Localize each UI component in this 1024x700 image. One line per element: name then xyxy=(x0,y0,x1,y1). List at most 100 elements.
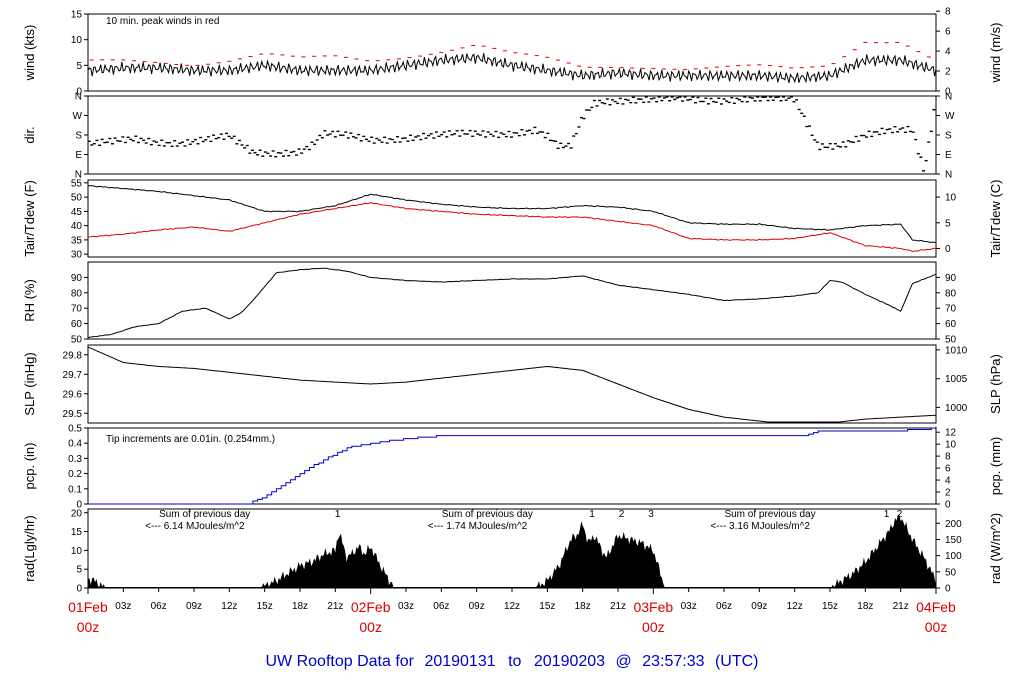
temp-series-line xyxy=(87,185,937,244)
dir-rtick-label: S xyxy=(945,131,952,142)
rad-rtick-label: 200 xyxy=(945,519,962,530)
x-tick-label: 03z xyxy=(115,601,131,612)
x-day-time: 00z xyxy=(925,619,948,635)
x-tick-label: 15z xyxy=(257,601,273,612)
pcp-rtick-label: 2 xyxy=(945,488,951,499)
rad-series-area xyxy=(88,514,936,588)
slp-ytick-label: 29.6 xyxy=(63,389,83,400)
rad-marker: 1 xyxy=(335,509,341,520)
wind-peak-series xyxy=(89,41,931,70)
x-tick-label: 03z xyxy=(398,601,414,612)
rh-rtick-label: 60 xyxy=(945,319,957,330)
dir-rtick-label: N xyxy=(945,170,952,181)
rad-marker: 1 xyxy=(884,509,890,520)
dir-frame xyxy=(87,95,937,175)
x-tick-label: 21z xyxy=(893,601,909,612)
x-tick-label: 15z xyxy=(822,601,838,612)
rad-sum-line2: <--- 1.74 MJoules/m^2 xyxy=(428,521,528,532)
dir-ytick-label: S xyxy=(75,131,82,142)
pcp-rtick-label: 8 xyxy=(945,452,951,463)
x-day-date: 01Feb xyxy=(68,599,108,615)
rad-ylabel: rad(Lgly/hr) xyxy=(22,515,37,581)
wind-rtick-label: 6 xyxy=(945,27,951,38)
rad-marker: 3 xyxy=(648,509,654,520)
wind-ytick-label: 15 xyxy=(71,10,83,21)
temp-ytick-label: 35 xyxy=(71,235,83,246)
panel-rh: 50 60 70 80 90 50 60 70 80 90 RH (%) xyxy=(22,261,957,346)
dir-rtick-label: W xyxy=(945,111,955,122)
slp-rtick-label: 1005 xyxy=(945,374,968,385)
rad-ytick-label: 15 xyxy=(71,527,83,538)
rad-ylabel-right: rad (W/m^2) xyxy=(988,513,1003,584)
temp-ytick-label: 40 xyxy=(71,221,83,232)
rh-ytick-label: 60 xyxy=(71,319,83,330)
temp-rtick-label: 10 xyxy=(945,193,957,204)
x-tick-label: 15z xyxy=(539,601,555,612)
wind-rtick-label: 4 xyxy=(945,47,951,58)
wind-rtick-label: 0 xyxy=(945,87,951,98)
x-axis: 03z 06z 09z 12z 15z 18z 21z 03z 06z 09z 12z 15z 18z 2… xyxy=(68,588,956,635)
x-day-date: 02Feb xyxy=(351,599,391,615)
rad-rtick-label: 100 xyxy=(945,551,962,562)
x-tick-label: 12z xyxy=(787,601,803,612)
x-tick-label: 09z xyxy=(751,601,767,612)
wind-frame xyxy=(87,13,937,92)
wind-ylabel-right: wind (m/s) xyxy=(988,23,1003,84)
dir-rtick-label: N xyxy=(945,92,952,103)
rad-rtick-label: 50 xyxy=(945,567,957,578)
rad-marker: 1 xyxy=(589,509,595,520)
dir-rtick-label: E xyxy=(945,150,952,161)
pcp-series-line xyxy=(88,426,937,505)
x-tick-label: 18z xyxy=(575,601,591,612)
pcp-rtick-label: 6 xyxy=(945,464,951,475)
pcp-rtick-label: 4 xyxy=(945,476,951,487)
rad-ytick-label: 20 xyxy=(71,508,83,519)
x-day-date: 04Feb xyxy=(916,599,956,615)
wind-ytick-label: 10 xyxy=(71,35,83,46)
rh-ylabel: RH (%) xyxy=(22,279,37,322)
x-tick-label: 21z xyxy=(327,601,343,612)
rh-rtick-label: 80 xyxy=(945,288,957,299)
rh-rtick-label: 90 xyxy=(945,273,957,284)
slp-ylabel: SLP (inHg) xyxy=(22,352,37,415)
wind-rtick-label: 2 xyxy=(945,67,951,78)
pcp-rtick-label: 0 xyxy=(945,500,951,511)
wind-rtick-label: 8 xyxy=(945,7,951,18)
rad-ytick-label: 0 xyxy=(76,584,82,595)
x-tick-label: 06z xyxy=(151,601,167,612)
wind-ytick-label: 5 xyxy=(76,61,82,72)
pcp-annotation: Tip increments are 0.01in. (0.254mm.) xyxy=(106,434,275,445)
rad-sum-line2: <--- 6.14 MJoules/m^2 xyxy=(145,521,245,532)
rh-series-line xyxy=(87,267,937,338)
rad-marker: 2 xyxy=(897,509,903,520)
panel-wind: 0 5 10 15 0 2 4 6 8 wind (kts) wind (m/s) 10 min. p… xyxy=(22,7,1003,98)
pcp-ytick-label: 0.5 xyxy=(68,424,82,435)
x-day-time: 00z xyxy=(359,619,382,635)
temp-series-line xyxy=(87,202,937,253)
rad-rtick-label: 150 xyxy=(945,535,962,546)
dir-ytick-label: N xyxy=(75,92,82,103)
pcp-ytick-label: 0.3 xyxy=(68,454,82,465)
temp-frame xyxy=(87,179,937,258)
panel-temp: 30 35 40 45 50 55 0 5 10 Tair/Tdew (F) Tair/Tdew (… xyxy=(22,178,1003,260)
pcp-rtick-label: 12 xyxy=(945,428,957,439)
pcp-rtick-label: 10 xyxy=(945,440,957,451)
x-tick-label: 03z xyxy=(681,601,697,612)
temp-ylabel: Tair/Tdew (F) xyxy=(22,180,37,257)
temp-ytick-label: 50 xyxy=(71,193,83,204)
slp-ytick-label: 29.5 xyxy=(63,409,83,420)
rad-sum-line1: Sum of previous day xyxy=(724,509,815,520)
rh-ytick-label: 70 xyxy=(71,304,83,315)
pcp-frame xyxy=(87,427,937,505)
x-day-time: 00z xyxy=(77,619,100,635)
dir-ytick-label: W xyxy=(73,111,83,122)
slp-series-line xyxy=(87,346,937,423)
dir-ylabel: dir. xyxy=(22,126,37,143)
temp-ytick-label: 45 xyxy=(71,207,83,218)
pcp-ytick-label: 0.1 xyxy=(68,484,82,495)
dir-ytick-label: N xyxy=(75,170,82,181)
x-day-time: 00z xyxy=(642,619,665,635)
